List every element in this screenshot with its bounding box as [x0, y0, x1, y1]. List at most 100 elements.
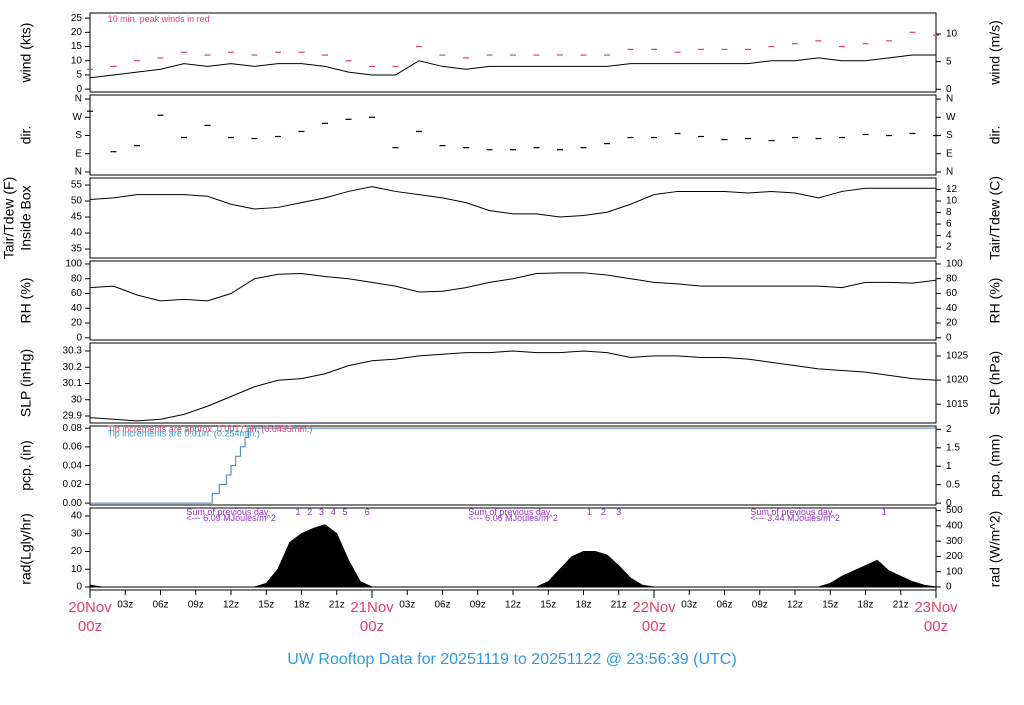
annotation: <--- 6.06 MJoules/m^2 [468, 513, 558, 523]
y-tick-label: 0 [76, 332, 82, 343]
y2-tick-label: 80 [946, 273, 958, 284]
y-tick-label: 55 [71, 180, 83, 191]
x-tick-label: 15z [540, 600, 556, 611]
y2-tick-label: 0.5 [946, 479, 960, 490]
y2-tick-label: 1015 [946, 399, 969, 410]
y-axis-label: rad(Lgly/hr) [18, 513, 34, 585]
y2-tick-label: 60 [946, 288, 958, 299]
y2-tick-label: 0 [946, 332, 952, 343]
y2-axis-label: SLP (hPa) [987, 351, 1003, 415]
y-tick-label: 0.08 [63, 423, 83, 434]
y-tick-label: 15 [71, 41, 83, 52]
x-tick-label: 18z [857, 600, 873, 611]
x-tick-label: 03z [681, 600, 697, 611]
y2-tick-label: E [946, 148, 953, 159]
x-tick-label: 03z [399, 600, 415, 611]
x-tick-label: 15z [258, 600, 274, 611]
y2-tick-label: 10 [946, 29, 958, 40]
x-tick-label: 06z [152, 600, 168, 611]
y-tick-label: 25 [71, 13, 83, 24]
y-tick-label: 30 [71, 394, 83, 405]
y2-axis-label: Tair/Tdew (C) [987, 176, 1003, 260]
annotation: 1 [295, 507, 300, 517]
y-tick-label: S [75, 130, 82, 141]
y2-tick-label: 2 [946, 242, 952, 253]
annotation: Tip increments are 0.01in. (0.254mm.) [108, 429, 260, 439]
annotation: <--- 6.09 MJoules/m^2 [186, 513, 276, 523]
annotation: 2 [307, 507, 312, 517]
y-tick-label: 10 [71, 55, 83, 66]
annotation: Sum of previous day [186, 507, 269, 517]
y-tick-label: E [75, 148, 82, 159]
x-tick-label: 03z [117, 600, 133, 611]
x-tick-label: 09z [188, 600, 204, 611]
y-tick-label: 0 [76, 84, 82, 95]
y-axis-label: SLP (inHg) [18, 349, 34, 417]
panel-frame [89, 342, 937, 424]
x-tick-label: 18z [575, 600, 591, 611]
x-day-sublabel: 00z [642, 618, 666, 635]
y-axis-label: Tair/Tdew (F) [1, 177, 17, 259]
data-line [89, 272, 937, 302]
x-tick-label: 18z [293, 600, 309, 611]
y2-tick-label: 1025 [946, 351, 969, 362]
x-tick-label: 09z [470, 600, 486, 611]
y2-axis-label: wind (m/s) [987, 20, 1003, 86]
annotation: 5 [342, 507, 347, 517]
y-tick-label: 10 [71, 564, 83, 575]
annotation: 2 [601, 507, 606, 517]
y-tick-label: 29.9 [63, 411, 83, 422]
y2-tick-label: 1.5 [946, 442, 960, 453]
y-tick-label: 30 [71, 528, 83, 539]
y-tick-label: 5 [76, 70, 82, 81]
y2-tick-label: N [946, 167, 953, 178]
y-tick-label: 20 [71, 546, 83, 557]
y2-tick-label: 6 [946, 219, 952, 230]
annotation: 6 [365, 507, 370, 517]
y2-tick-label: 400 [946, 521, 963, 532]
annotation: <--- 3.44 MJoules/m^2 [750, 513, 840, 523]
y-tick-label: 0.02 [63, 479, 83, 490]
data-line [89, 54, 936, 79]
panel-frame [89, 12, 937, 93]
y-tick-label: 20 [71, 318, 83, 329]
y2-tick-label: 0 [946, 498, 952, 509]
x-day-sublabel: 00z [78, 618, 102, 635]
panel-frame [89, 94, 937, 176]
x-tick-label: 06z [434, 600, 450, 611]
y2-tick-label: 40 [946, 303, 958, 314]
annotation: Tip increments are approx. 0.00171in. (0… [108, 424, 313, 434]
x-day-sublabel: 00z [360, 618, 384, 635]
y-tick-label: 80 [71, 273, 83, 284]
y2-tick-label: N [946, 94, 953, 105]
x-day-label: 22Nov [632, 599, 676, 616]
y-tick-label: 30.3 [63, 346, 83, 357]
y2-tick-label: 1020 [946, 375, 969, 386]
y2-tick-label: 100 [946, 259, 963, 270]
x-day-label: 23Nov [914, 599, 958, 616]
y-tick-label: 60 [71, 288, 83, 299]
y2-tick-label: 8 [946, 207, 952, 218]
y2-axis-label: pcp. (mm) [987, 434, 1003, 497]
y-tick-label: 0.04 [63, 460, 83, 471]
annotation: 3 [616, 507, 621, 517]
y-tick-label: 30.1 [63, 378, 83, 389]
y2-tick-label: 5 [946, 56, 952, 67]
annotation: 1 [587, 507, 592, 517]
y2-tick-label: 4 [946, 230, 952, 241]
x-tick-label: 15z [822, 600, 838, 611]
y2-axis-label: RH (%) [987, 278, 1003, 324]
data-area [89, 524, 937, 588]
annotation: 10 min. peak winds in red [108, 14, 210, 24]
y-tick-label: 0.00 [63, 498, 83, 509]
y-tick-label: 100 [65, 259, 82, 270]
x-day-label: 20Nov [68, 599, 112, 616]
y-tick-label: 40 [71, 303, 83, 314]
y2-tick-label: W [946, 112, 956, 123]
y2-tick-label: 200 [946, 551, 963, 562]
x-tick-label: 21z [611, 600, 627, 611]
y-tick-label: 30.2 [63, 362, 83, 373]
y2-tick-label: 12 [946, 184, 958, 195]
y2-tick-label: 20 [946, 318, 958, 329]
